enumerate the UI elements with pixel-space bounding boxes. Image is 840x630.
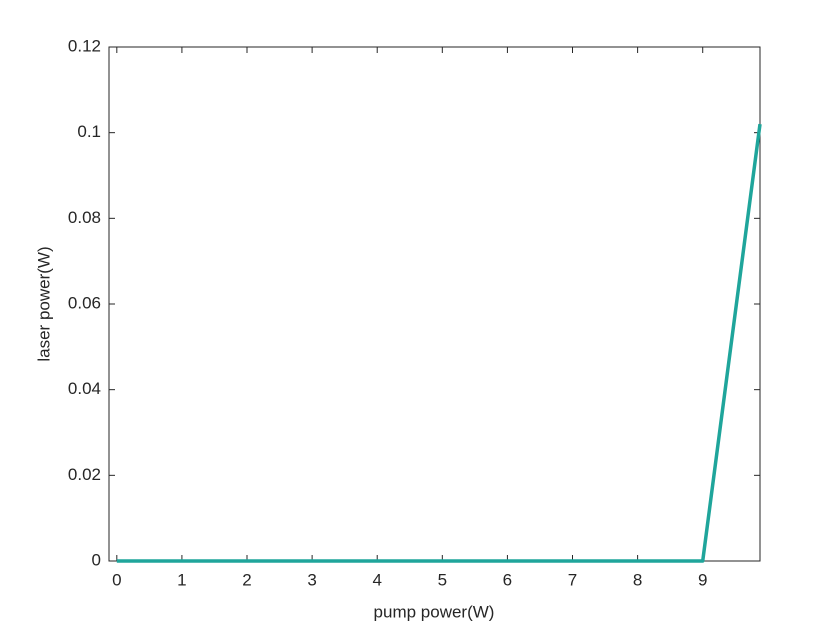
- x-tick-label: 6: [503, 570, 512, 589]
- y-tick-label: 0: [92, 550, 101, 569]
- x-tick-label: 2: [242, 570, 251, 589]
- y-tick-label: 0.12: [68, 36, 101, 55]
- y-tick-label: 0.1: [77, 122, 101, 141]
- y-tick-label: 0.08: [68, 208, 101, 227]
- x-tick-label: 1: [177, 570, 186, 589]
- y-tick-label: 0.06: [68, 293, 101, 312]
- y-axis-label: laser power(W): [34, 246, 53, 361]
- x-tick-label: 8: [633, 570, 642, 589]
- x-tick-label: 0: [112, 570, 121, 589]
- x-axis-label: pump power(W): [374, 602, 495, 621]
- x-tick-label: 9: [698, 570, 707, 589]
- x-tick-label: 7: [568, 570, 577, 589]
- y-tick-label: 0.04: [68, 379, 101, 398]
- x-tick-label: 5: [438, 570, 447, 589]
- y-tick-label: 0.02: [68, 465, 101, 484]
- data-line: [116, 123, 762, 563]
- x-tick-label: 3: [307, 570, 316, 589]
- x-tick-label: 4: [372, 570, 381, 589]
